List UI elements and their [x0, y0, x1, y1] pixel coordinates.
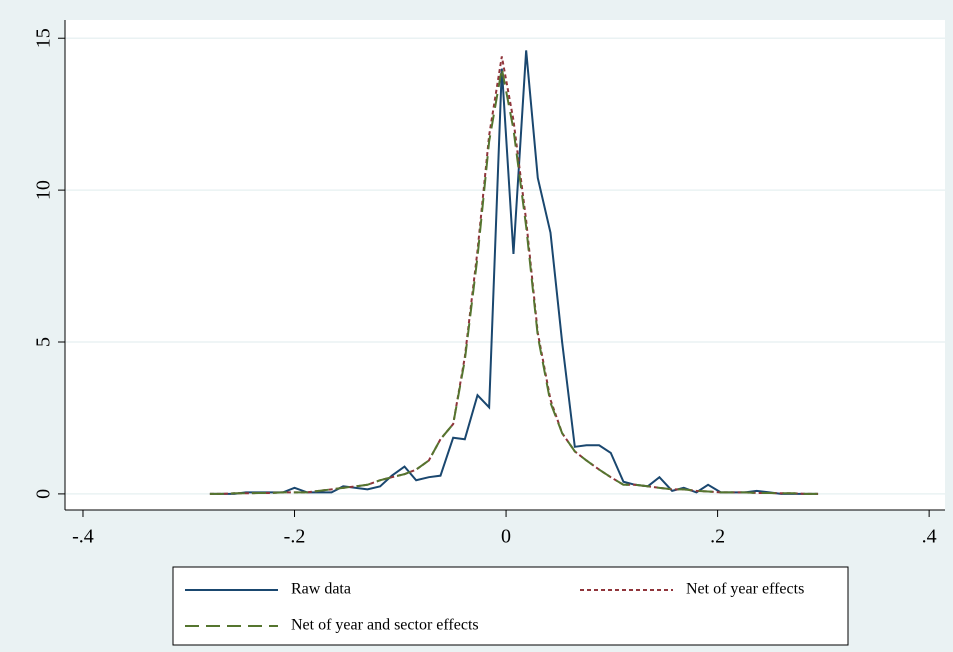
legend-label: Net of year effects — [686, 581, 804, 598]
legend: Raw data Net of year effects Net of year a… — [172, 566, 849, 646]
series-line — [209, 56, 819, 495]
y-tick-label: 5 — [33, 337, 55, 347]
legend-label: Raw data — [291, 581, 351, 598]
y-tick-label: 15 — [33, 28, 55, 48]
x-tick-label: .4 — [922, 526, 937, 548]
y-tick-label: 10 — [33, 180, 55, 200]
plot-area — [65, 20, 945, 510]
x-tick-label: 0 — [501, 526, 511, 548]
y-tick-label: 0 — [33, 489, 55, 499]
x-tick-label: -.2 — [284, 526, 306, 548]
legend-box — [172, 566, 849, 646]
legend-label: Net of year and sector effects — [291, 617, 479, 634]
x-tick-label: .2 — [710, 526, 725, 548]
x-tick-label: -.4 — [72, 526, 94, 548]
